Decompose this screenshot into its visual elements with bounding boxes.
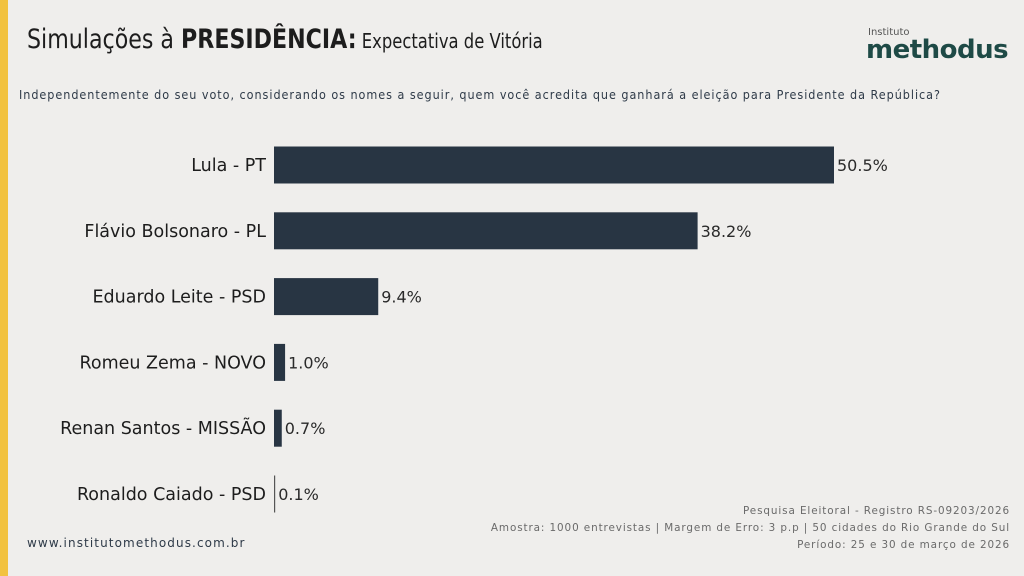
- sample-line: Amostra: 1000 entrevistas | Margem de Er…: [490, 522, 1010, 534]
- bar: [274, 278, 379, 316]
- value-label: 50.5%: [837, 156, 888, 175]
- survey-info: Pesquisa Eleitoral - Registro RS-09203/2…: [491, 503, 1010, 554]
- value-label: 38.2%: [701, 222, 752, 241]
- logo: Instituto methodus: [866, 27, 1009, 65]
- category-label: Lula - PT: [191, 156, 266, 176]
- logo-small-text: Instituto: [868, 27, 910, 38]
- bar: [274, 409, 282, 447]
- survey-question: Independentemente do seu voto, considera…: [19, 88, 941, 102]
- bar: [274, 212, 698, 250]
- logo-brand-text: methodus: [866, 35, 1009, 65]
- value-label: 9.4%: [381, 288, 422, 307]
- period-line: Período: 25 e 30 de março de 2026: [797, 539, 1010, 551]
- page-title: Simulações à PRESIDÊNCIA: Expectativa de…: [27, 24, 543, 55]
- title-suffix: Expectativa de Vitória: [356, 29, 543, 53]
- accent-bar: [0, 0, 8, 576]
- website-link[interactable]: www.institutomethodus.com.br: [27, 536, 246, 550]
- title-bold: PRESIDÊNCIA:: [181, 24, 357, 55]
- bar: [274, 475, 276, 513]
- category-label: Eduardo Leite - PSD: [92, 288, 266, 308]
- category-label: Romeu Zema - NOVO: [79, 353, 266, 373]
- category-label: Ronaldo Caiado - PSD: [77, 485, 266, 505]
- registry-line: Pesquisa Eleitoral - Registro RS-09203/2…: [743, 505, 1010, 517]
- value-label: 0.7%: [285, 419, 326, 438]
- value-label: 1.0%: [288, 353, 329, 372]
- category-label: Renan Santos - MISSÃO: [60, 417, 266, 439]
- bar: [274, 343, 286, 381]
- value-label: 0.1%: [278, 485, 319, 504]
- title-prefix: Simulações à: [27, 24, 182, 55]
- bar: [274, 146, 834, 184]
- category-label: Flávio Bolsonaro - PL: [84, 222, 266, 242]
